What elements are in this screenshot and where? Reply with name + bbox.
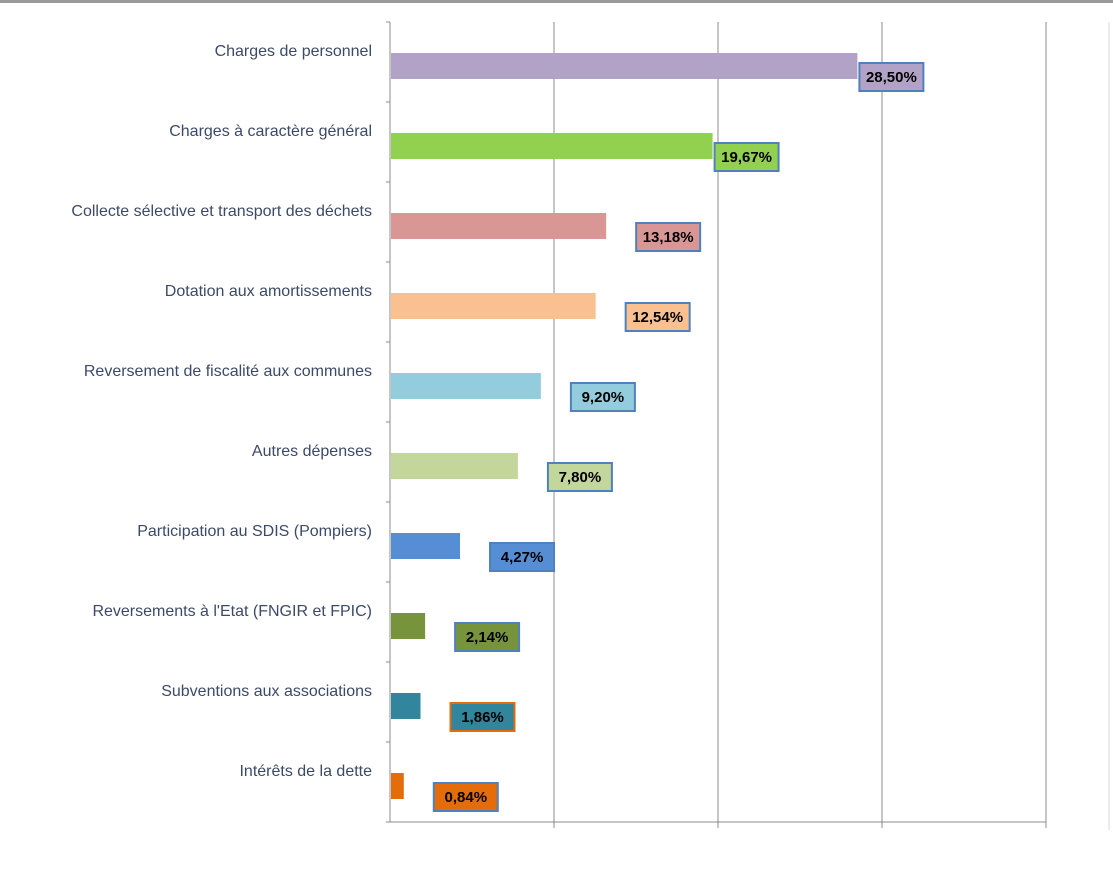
bar bbox=[391, 373, 541, 399]
data-label-box bbox=[489, 542, 556, 572]
category-label: Reversement de fiscalité aux communes bbox=[84, 363, 372, 380]
bar bbox=[391, 453, 518, 479]
top-border bbox=[0, 0, 1113, 3]
category-label: Dotation aux amortissements bbox=[165, 283, 372, 300]
category-label: Collecte sélective et transport des déch… bbox=[71, 203, 372, 220]
data-label-box bbox=[858, 62, 925, 92]
data-label-box bbox=[546, 462, 613, 492]
data-label: 12,54% bbox=[632, 309, 683, 326]
category-label: Autres dépenses bbox=[252, 443, 372, 460]
bars bbox=[391, 53, 858, 799]
bar bbox=[391, 213, 607, 239]
bar bbox=[391, 773, 404, 799]
bar bbox=[391, 533, 461, 559]
data-label-box bbox=[635, 222, 702, 252]
data-label-box bbox=[454, 622, 521, 652]
bar bbox=[391, 53, 858, 79]
data-label: 9,20% bbox=[582, 389, 625, 406]
data-label: 13,18% bbox=[643, 229, 694, 246]
data-label-box bbox=[432, 782, 499, 812]
category-label: Charges à caractère général bbox=[169, 123, 372, 140]
data-label-box bbox=[624, 302, 691, 332]
bar bbox=[391, 293, 596, 319]
data-label: 7,80% bbox=[559, 469, 602, 486]
data-labels: 28,50% 19,67% 13,18% 12,54% 9,20% 7,80% 4,27% 2… bbox=[432, 62, 925, 812]
data-label-box bbox=[569, 382, 636, 412]
category-label: Intérêts de la dette bbox=[239, 763, 372, 780]
right-border bbox=[1108, 22, 1110, 830]
data-label: 1,86% bbox=[461, 709, 504, 726]
category-label: Reversements à l'Etat (FNGIR et FPIC) bbox=[92, 603, 372, 620]
bar bbox=[391, 693, 421, 719]
data-label-box bbox=[449, 702, 516, 732]
category-label: Charges de personnel bbox=[215, 43, 372, 60]
data-label-box bbox=[713, 142, 780, 172]
data-label: 28,50% bbox=[866, 69, 917, 86]
bar bbox=[391, 133, 713, 159]
data-label: 19,67% bbox=[721, 149, 772, 166]
category-axis bbox=[386, 21, 1046, 823]
data-label: 0,84% bbox=[445, 789, 488, 806]
category-label: Participation au SDIS (Pompiers) bbox=[137, 523, 372, 540]
category-label: Subventions aux associations bbox=[161, 683, 372, 700]
data-label: 4,27% bbox=[501, 549, 544, 566]
bar bbox=[391, 613, 426, 639]
data-label: 2,14% bbox=[466, 629, 509, 646]
category-labels: Charges de personnel Charges à caractère … bbox=[71, 43, 372, 780]
